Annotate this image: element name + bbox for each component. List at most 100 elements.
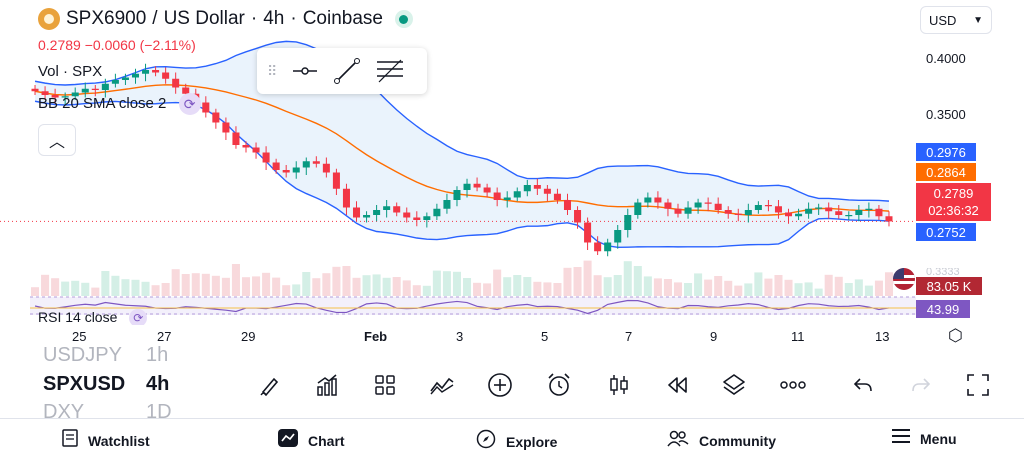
candle — [764, 205, 772, 207]
nav-explore[interactable]: Explore — [476, 429, 557, 454]
candle — [774, 206, 782, 213]
trend-line-tool-icon[interactable] — [333, 57, 361, 85]
volume-bar — [663, 279, 672, 296]
fib-tool-icon[interactable] — [375, 58, 405, 84]
volume-bar — [342, 266, 351, 296]
brush-icon[interactable] — [257, 372, 283, 398]
symbol-list-item[interactable]: DXY — [43, 401, 85, 423]
rsi-tag: 43.99 — [916, 300, 970, 318]
symbol-list-item[interactable]: USDJPY — [43, 344, 122, 366]
volume-bar — [784, 279, 793, 296]
symbol-list-interval[interactable]: 1h — [146, 344, 169, 366]
drawing-toolbar[interactable]: ⠿ — [257, 48, 427, 94]
redo-icon — [908, 372, 934, 398]
bb-lower-tag: 0.2752 — [916, 223, 976, 241]
nav-chart[interactable]: Chart — [278, 429, 345, 452]
candle — [142, 70, 150, 74]
volume-bar — [854, 279, 863, 296]
replay-icon[interactable] — [664, 372, 690, 398]
price-chart[interactable] — [0, 0, 1024, 325]
volume-bar — [402, 280, 411, 296]
volume-bar — [91, 287, 100, 296]
symbol-header[interactable]: SPX6900 / US Dollar · 4h · Coinbase — [38, 8, 413, 30]
candle — [815, 207, 823, 209]
candle — [433, 208, 441, 217]
bb-indicator-label[interactable]: BB 20 SMA close 2 ⟳ — [38, 93, 201, 115]
candle — [604, 242, 612, 252]
volume-bar — [643, 276, 652, 296]
candle — [674, 208, 682, 214]
volume-bar — [141, 281, 150, 296]
bb-band-fill — [35, 41, 889, 248]
current-symbol[interactable]: SPXUSD — [43, 373, 126, 395]
volume-tag-behind: 0.3333 — [926, 268, 960, 276]
volume-bar — [533, 281, 542, 296]
candle — [383, 206, 391, 210]
candles-icon[interactable] — [606, 372, 632, 398]
candle — [805, 208, 813, 214]
horizontal-line-tool-icon[interactable] — [291, 64, 319, 78]
candle — [403, 212, 411, 218]
volume-bar — [603, 277, 612, 296]
volume-bar — [523, 277, 532, 296]
nav-menu[interactable]: Menu — [892, 429, 957, 448]
grid-icon[interactable] — [372, 372, 398, 398]
candle — [302, 161, 310, 168]
candle — [322, 163, 330, 173]
volume-bar — [231, 264, 240, 296]
volume-bar — [874, 280, 883, 296]
candle — [232, 132, 240, 145]
nav-watchlist[interactable]: Watchlist — [62, 429, 150, 452]
alarm-icon[interactable] — [546, 372, 572, 398]
symbol-list-interval[interactable]: 1D — [146, 401, 172, 423]
current-interval[interactable]: 4h — [146, 373, 170, 395]
volume-bar — [814, 288, 823, 296]
candle — [202, 102, 210, 113]
volume-bar — [181, 274, 190, 296]
volume-bar — [884, 272, 893, 296]
chart-bars-icon[interactable] — [314, 372, 340, 398]
nav-chart-label: Chart — [308, 432, 345, 449]
us-flag-icon[interactable] — [893, 268, 915, 290]
volume-bar — [382, 277, 391, 296]
quote-name: US Dollar — [163, 8, 245, 29]
undo-icon[interactable] — [850, 372, 876, 398]
collapse-legend-button[interactable]: ︿ — [38, 124, 76, 156]
volume-bar — [452, 271, 461, 296]
volume-bar — [673, 282, 683, 296]
candle — [543, 188, 551, 194]
rsi-indicator-label[interactable]: RSI 14 close ⟳ — [38, 309, 148, 325]
candle — [131, 73, 140, 78]
candle — [41, 91, 49, 95]
candle — [282, 170, 290, 173]
indicators-icon[interactable] — [429, 372, 455, 398]
price-change-percent: (−2.11%) — [139, 37, 196, 53]
volume-bar — [543, 282, 552, 296]
rsi-sync-icon[interactable]: ⟳ — [129, 309, 148, 325]
more-icon[interactable] — [780, 372, 806, 398]
volume-indicator-label[interactable]: Vol · SPX — [38, 63, 103, 80]
sync-icon[interactable]: ⟳ — [178, 93, 201, 115]
candle — [453, 190, 461, 200]
volume-bar — [573, 267, 582, 296]
volume-bar — [282, 285, 291, 296]
volume-bar — [473, 282, 482, 296]
currency-select[interactable]: USD ▼ — [920, 6, 992, 34]
layers-icon[interactable] — [721, 372, 747, 398]
fullscreen-icon[interactable] — [965, 372, 991, 398]
exchange-name: Coinbase — [302, 8, 383, 29]
add-icon[interactable] — [487, 372, 513, 398]
candle — [51, 95, 59, 98]
candle — [483, 187, 491, 193]
candle — [111, 80, 119, 84]
drag-handle-icon[interactable]: ⠿ — [267, 62, 278, 79]
candle — [855, 210, 863, 215]
volume-bar — [432, 270, 441, 296]
nav-community[interactable]: Community — [667, 429, 776, 452]
chart-area[interactable]: SPX6900 / US Dollar · 4h · Coinbase 0.27… — [0, 0, 1024, 325]
chart-settings-icon[interactable]: ⬡ — [948, 326, 963, 345]
volume-bar — [714, 276, 723, 296]
volume-bar — [292, 284, 301, 296]
rsi-pane-background — [30, 297, 916, 315]
compass-icon — [476, 429, 496, 454]
